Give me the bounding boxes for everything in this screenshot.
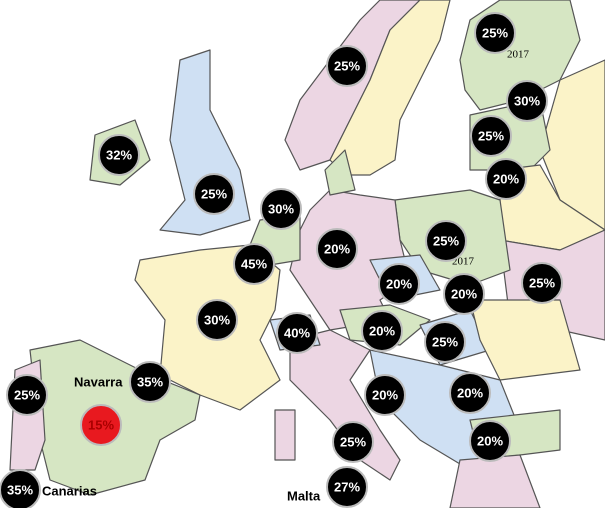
marker-label: 32% — [106, 147, 132, 162]
rate-marker: 35% — [129, 361, 171, 403]
marker-circle — [364, 374, 406, 416]
marker-label: 20% — [493, 171, 519, 186]
marker-label: 25% — [201, 186, 227, 201]
marker-circle — [193, 173, 235, 215]
rate-marker: 25% — [424, 321, 466, 363]
marker-circle — [521, 262, 563, 304]
marker-circle — [276, 312, 318, 354]
marker-label: 25% — [340, 434, 366, 449]
rate-marker: 25% — [474, 12, 516, 54]
denmark — [324, 149, 356, 196]
marker-label: 25% — [529, 275, 555, 290]
marker-circle — [129, 361, 171, 403]
marker-circle — [6, 374, 48, 416]
marker-circle — [332, 421, 374, 463]
marker-circle — [0, 469, 41, 508]
romania — [469, 299, 581, 381]
sweden — [329, 0, 451, 176]
marker-label: 30% — [204, 312, 230, 327]
marker-circle — [80, 404, 122, 446]
rate-marker: 25% — [193, 173, 235, 215]
rate-marker: 20% — [449, 372, 491, 414]
marker-label: 20% — [457, 385, 483, 400]
marker-label: 25% — [433, 233, 459, 248]
rate-marker: 20% — [361, 310, 403, 352]
marker-circle — [326, 466, 368, 508]
marker-label: 20% — [451, 286, 477, 301]
marker-circle — [470, 115, 512, 157]
rate-marker: 32% — [98, 134, 140, 176]
marker-label: 25% — [334, 58, 360, 73]
rate-marker: 20% — [443, 273, 485, 315]
marker-circle — [98, 134, 140, 176]
marker-circle — [233, 243, 275, 285]
region-label: Malta — [287, 488, 321, 503]
rate-marker: 40% — [276, 312, 318, 354]
marker-circle — [469, 420, 511, 462]
rate-marker: 25% — [470, 115, 512, 157]
rate-marker: 20% — [378, 263, 420, 305]
year-label: 2017 — [452, 256, 475, 268]
year-label: 2017 — [507, 49, 530, 61]
rate-marker: 20% — [316, 228, 358, 270]
greece — [449, 454, 541, 508]
marker-label: 25% — [432, 334, 458, 349]
marker-label: 20% — [369, 323, 395, 338]
rate-marker: 27% — [326, 466, 368, 508]
marker-label: 20% — [477, 433, 503, 448]
rate-marker: 20% — [469, 420, 511, 462]
marker-label: 20% — [386, 276, 412, 291]
region-label: Navarra — [74, 374, 123, 389]
marker-label: 20% — [324, 241, 350, 256]
marker-label: 20% — [372, 387, 398, 402]
marker-label: 30% — [268, 201, 294, 216]
rate-marker: 25% — [332, 421, 374, 463]
marker-circle — [474, 12, 516, 54]
marker-circle — [361, 310, 403, 352]
region-label: Canarias — [42, 483, 97, 498]
rate-marker: 20% — [364, 374, 406, 416]
marker-label: 15% — [88, 417, 114, 432]
sardinia — [274, 409, 296, 461]
marker-circle — [196, 299, 238, 341]
rate-marker: 25% — [6, 374, 48, 416]
rate-marker: 45% — [233, 243, 275, 285]
rate-marker: 25% — [425, 220, 467, 262]
marker-circle — [485, 158, 527, 200]
marker-circle — [424, 321, 466, 363]
marker-label: 27% — [334, 479, 360, 494]
marker-label: 35% — [7, 482, 33, 497]
rate-marker: 25% — [521, 262, 563, 304]
rate-marker: 30% — [196, 299, 238, 341]
marker-circle — [326, 45, 368, 87]
rate-marker: 30% — [260, 188, 302, 230]
rate-marker: 20% — [485, 158, 527, 200]
marker-circle — [425, 220, 467, 262]
marker-label: 40% — [284, 325, 310, 340]
marker-circle — [506, 80, 548, 122]
marker-circle — [316, 228, 358, 270]
marker-circle — [378, 263, 420, 305]
marker-circle — [260, 188, 302, 230]
marker-label: 30% — [514, 93, 540, 108]
rate-marker: 30% — [506, 80, 548, 122]
marker-label: 45% — [241, 256, 267, 271]
rate-marker: 35% — [0, 469, 41, 508]
marker-label: 25% — [482, 25, 508, 40]
rate-marker: 15% — [80, 404, 122, 446]
marker-circle — [449, 372, 491, 414]
marker-label: 25% — [478, 128, 504, 143]
marker-label: 35% — [137, 374, 163, 389]
rate-marker: 25% — [326, 45, 368, 87]
marker-circle — [443, 273, 485, 315]
marker-label: 25% — [14, 387, 40, 402]
